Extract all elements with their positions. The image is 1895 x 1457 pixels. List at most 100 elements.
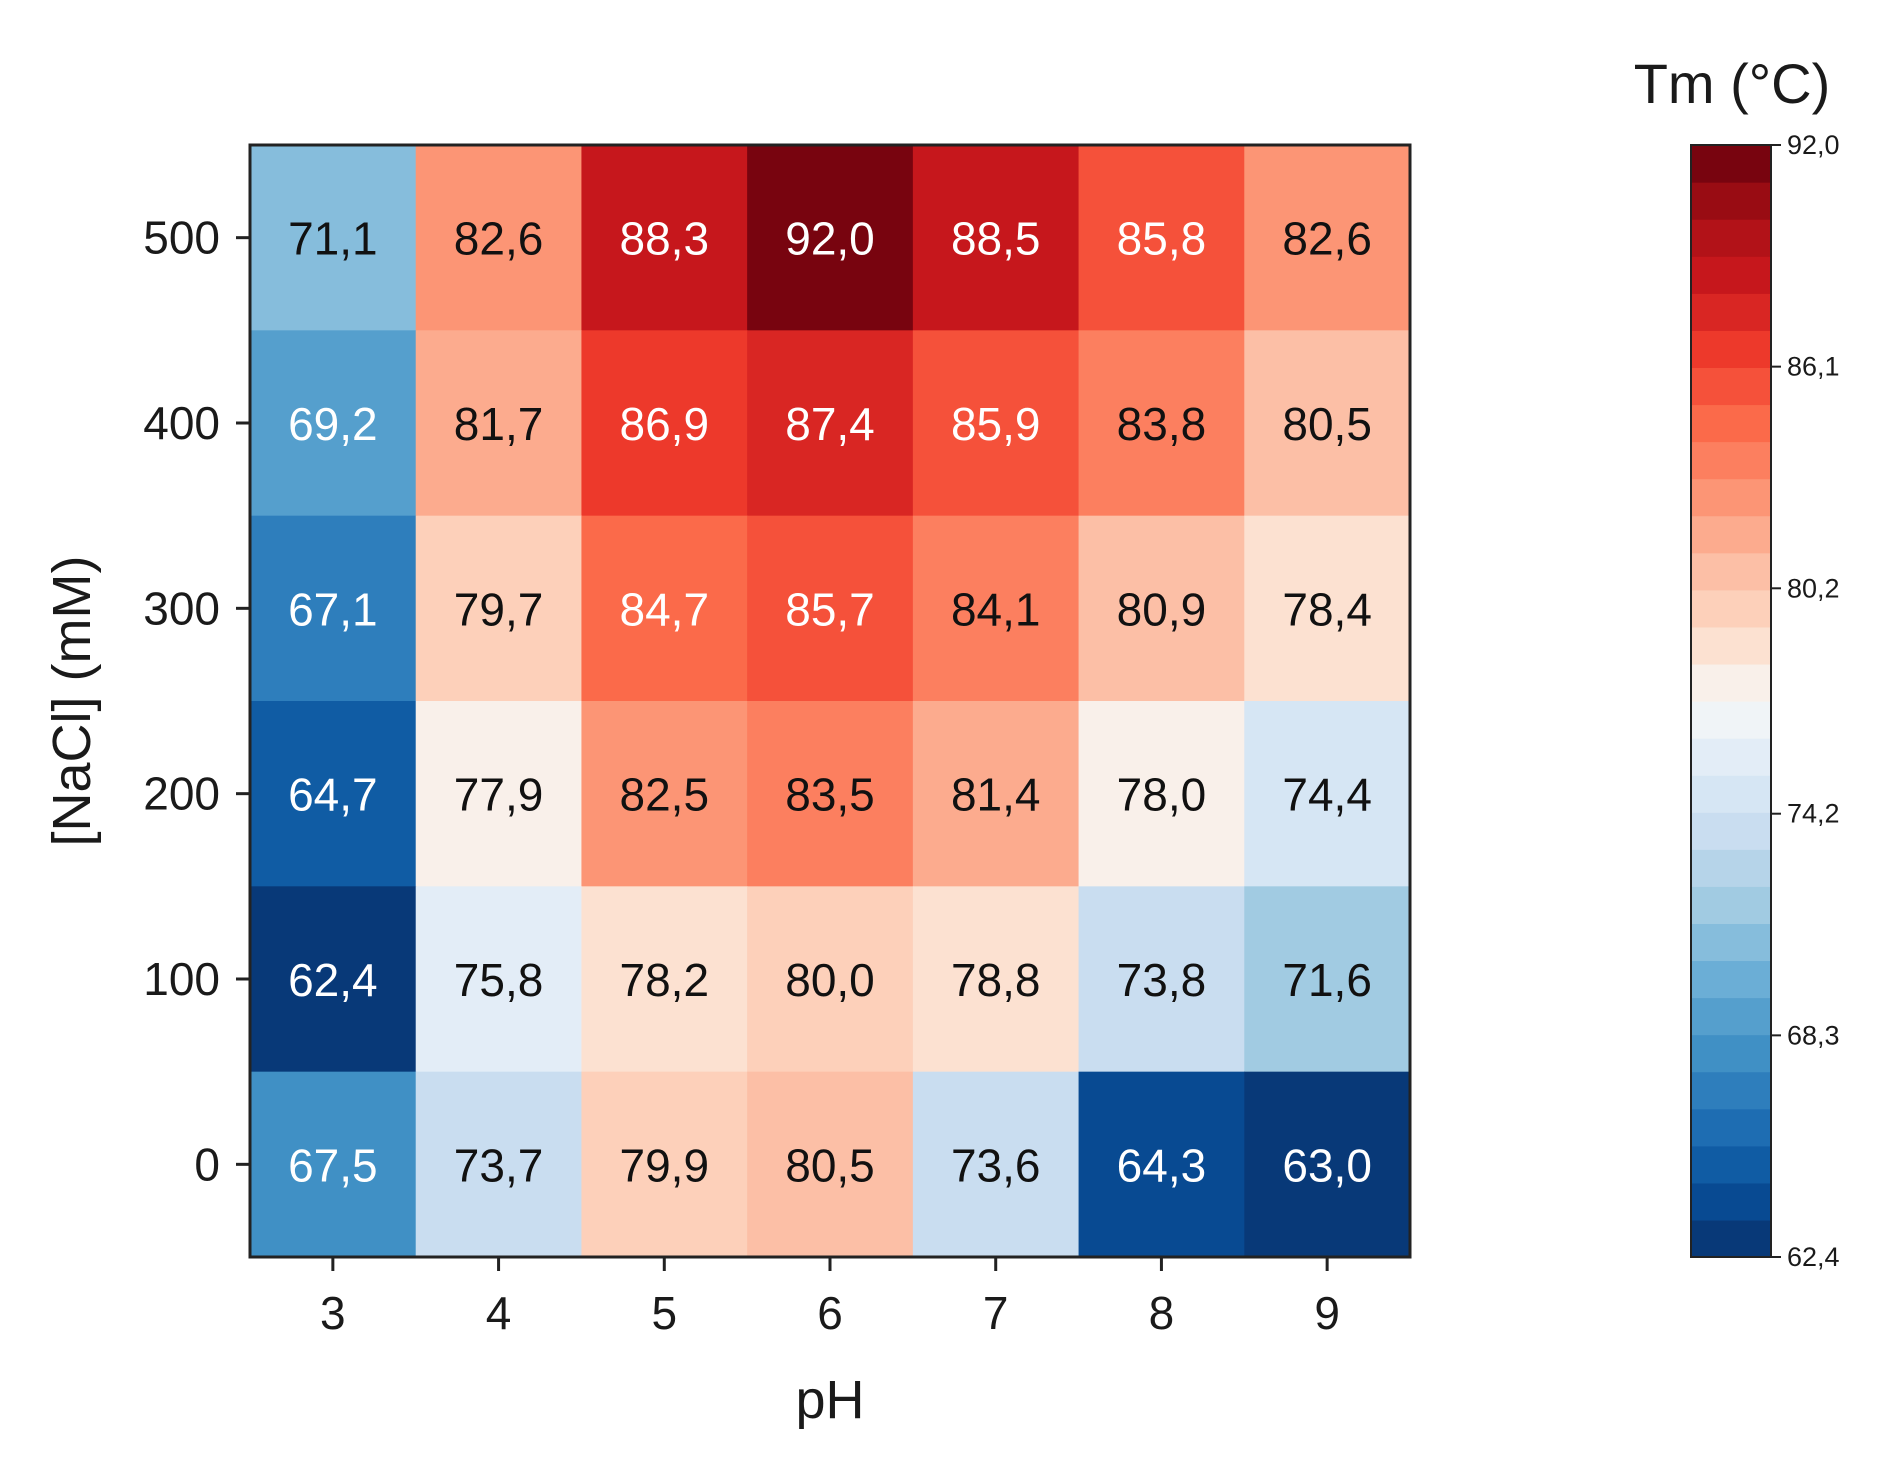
heatmap-cells: 71,1 82,6 88,3 92,0 88,5 85,8 82,6 69,2 81,7 86,9… — [250, 145, 1411, 1258]
cell-value-label: 81,4 — [951, 769, 1041, 821]
cell-value-label: 78,8 — [951, 954, 1041, 1006]
heatmap-cell — [747, 701, 914, 887]
colorbar-step — [1691, 1108, 1771, 1147]
cell-value-label: 78,0 — [1117, 769, 1207, 821]
cell-value-label: 82,6 — [1282, 213, 1372, 265]
heatmap-cell — [250, 145, 417, 331]
heatmap-cell — [1244, 701, 1411, 887]
cell-value-label: 82,6 — [454, 213, 544, 265]
colorbar-step — [1691, 775, 1771, 813]
heatmap-cell — [250, 330, 417, 517]
cell-value-label: 79,7 — [454, 583, 544, 635]
heatmap-cell — [415, 886, 583, 1073]
colorbar-step — [1691, 293, 1771, 331]
cell-value-label: 78,4 — [1282, 583, 1372, 635]
cell-value-label: 64,3 — [1117, 1139, 1207, 1191]
cell-value-label: 74,4 — [1282, 769, 1372, 821]
cell-value-label: 81,7 — [454, 398, 544, 450]
cell-value-label: 92,0 — [785, 213, 875, 265]
colorbar — [1691, 145, 1771, 1258]
heatmap-cell — [747, 330, 914, 517]
colorbar-title: Tm (°C) — [1634, 52, 1831, 115]
cell-value-label: 87,4 — [785, 398, 875, 450]
cell-value-label: 75,8 — [454, 954, 544, 1006]
cell-value-label: 85,7 — [785, 583, 875, 635]
cell-value-label: 64,7 — [288, 769, 378, 821]
heatmap-cell — [415, 701, 583, 887]
cell-value-label: 69,2 — [288, 398, 378, 450]
cell-value-label: 80,5 — [785, 1139, 875, 1191]
cell-value-label: 71,1 — [288, 213, 378, 265]
colorbar-step — [1691, 145, 1771, 183]
x-tick-label: 3 — [320, 1287, 346, 1339]
cell-value-label: 83,5 — [785, 769, 875, 821]
y-tick-label: 500 — [143, 212, 220, 264]
cell-value-label: 88,5 — [951, 213, 1041, 265]
heatmap-cell — [747, 145, 914, 331]
x-axis: 3 4 5 6 7 8 9 — [320, 1257, 1340, 1339]
cell-value-label: 73,7 — [454, 1139, 544, 1191]
cell-value-label: 80,0 — [785, 954, 875, 1006]
cell-value-label: 84,1 — [951, 583, 1041, 635]
cell-value-label: 67,5 — [288, 1139, 378, 1191]
colorbar-step — [1691, 1071, 1771, 1110]
y-axis-label: [NaCl] (mM) — [42, 556, 102, 847]
colorbar-step — [1691, 404, 1771, 443]
heatmap-cell — [747, 515, 914, 702]
cell-value-label: 83,8 — [1117, 398, 1207, 450]
cell-value-label: 77,9 — [454, 769, 544, 821]
heatmap-cell — [1078, 330, 1245, 517]
colorbar-tick-label: 62,4 — [1787, 1242, 1840, 1272]
y-tick-label: 0 — [194, 1138, 220, 1190]
colorbar-tick-label: 86,1 — [1787, 352, 1840, 382]
colorbar-step — [1691, 182, 1771, 220]
colorbar-step — [1691, 626, 1771, 665]
cell-value-label: 82,5 — [620, 769, 710, 821]
colorbar-step — [1691, 367, 1771, 406]
heatmap-cell — [1244, 330, 1411, 517]
colorbar-step — [1691, 219, 1771, 257]
heatmap-cell — [581, 886, 748, 1073]
cell-value-label: 85,8 — [1117, 213, 1207, 265]
colorbar-step — [1691, 552, 1771, 591]
heatmap-cell — [250, 1071, 417, 1258]
x-tick-label: 7 — [983, 1287, 1009, 1339]
x-tick-label: 6 — [817, 1287, 843, 1339]
cell-value-label: 86,9 — [620, 398, 710, 450]
colorbar-step — [1691, 1182, 1771, 1221]
heatmap-cell — [581, 330, 748, 517]
y-tick-label: 100 — [143, 953, 220, 1005]
colorbar-step — [1691, 812, 1771, 850]
heatmap-cell — [250, 515, 417, 702]
colorbar-step — [1691, 1034, 1771, 1073]
colorbar-step — [1691, 330, 1771, 368]
y-tick-label: 200 — [143, 768, 220, 820]
x-axis-label: pH — [795, 1370, 864, 1430]
colorbar-step — [1691, 738, 1771, 776]
cell-value-label: 85,9 — [951, 398, 1041, 450]
heatmap-cell — [1078, 701, 1245, 887]
colorbar-step — [1691, 960, 1771, 999]
cell-value-label: 84,7 — [620, 583, 710, 635]
y-axis: 500 400 300 200 100 0 — [143, 212, 250, 1190]
heatmap-cell — [415, 515, 583, 702]
colorbar-step — [1691, 256, 1771, 294]
heatmap-cell — [912, 515, 1080, 702]
colorbar-step — [1691, 923, 1771, 962]
heatmap-cell — [250, 701, 417, 887]
colorbar-step — [1691, 441, 1771, 480]
x-tick-label: 4 — [486, 1287, 512, 1339]
cell-value-label: 63,0 — [1282, 1139, 1372, 1191]
heatmap-cell — [912, 145, 1080, 331]
heatmap-cell — [1078, 1071, 1245, 1258]
colorbar-tick-label: 68,3 — [1787, 1020, 1840, 1050]
colorbar-step — [1691, 478, 1771, 517]
colorbar-step — [1691, 589, 1771, 628]
cell-value-label: 62,4 — [288, 954, 378, 1006]
heatmap-cell — [581, 145, 748, 331]
colorbar-step — [1691, 997, 1771, 1036]
cell-value-label: 80,9 — [1117, 583, 1207, 635]
cell-value-label: 78,2 — [620, 954, 710, 1006]
